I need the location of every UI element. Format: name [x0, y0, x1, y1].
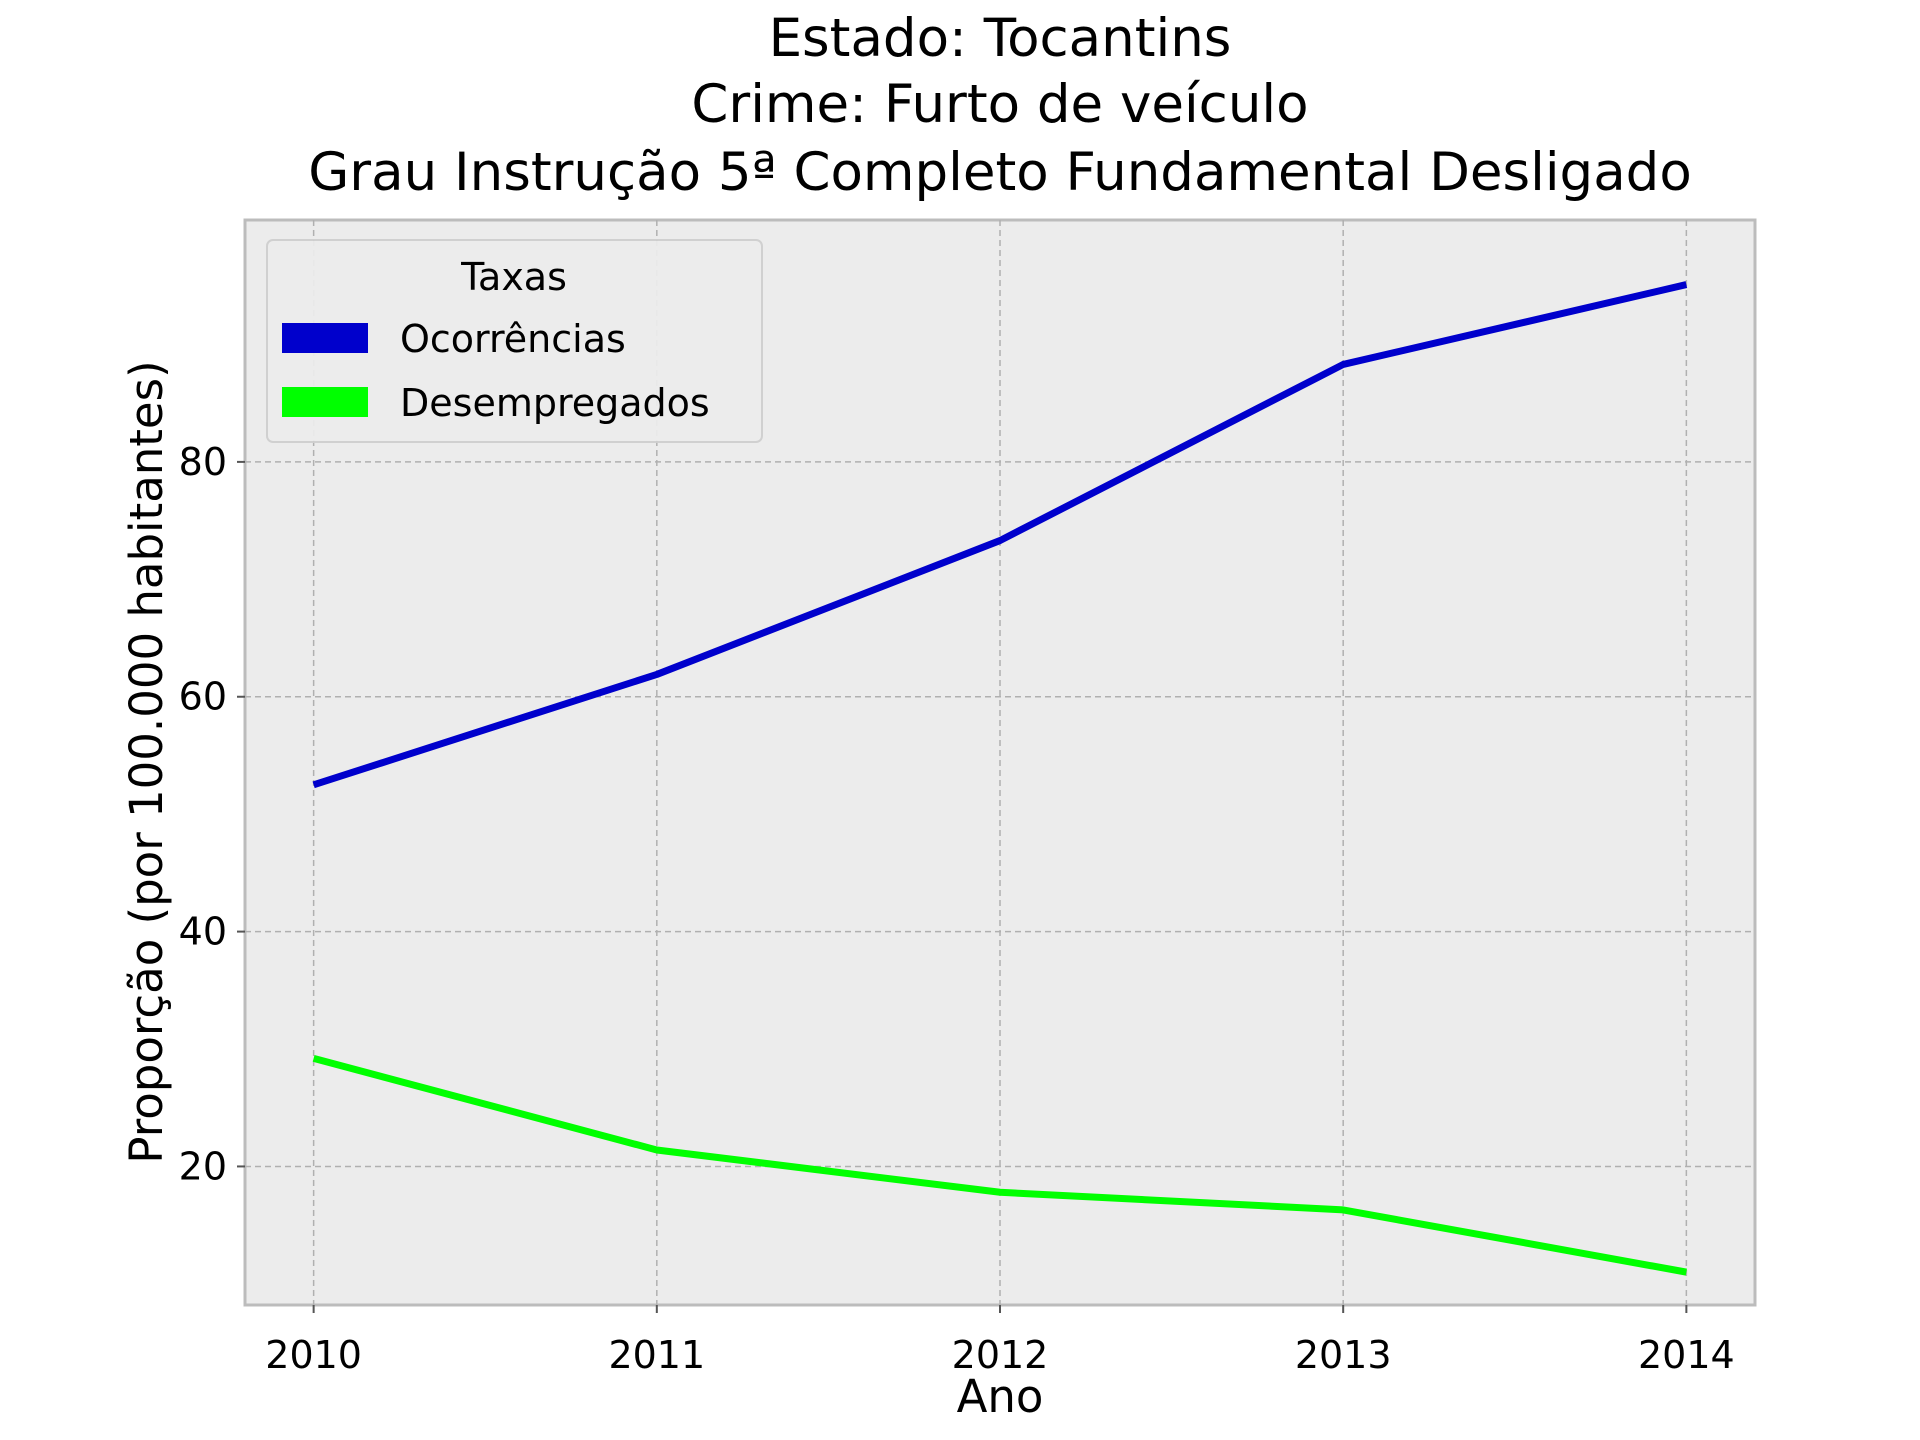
y-tick-label: 60 — [179, 675, 227, 719]
x-tick-label: 2013 — [1295, 1333, 1392, 1377]
legend-box — [266, 239, 763, 443]
series-lines — [312, 281, 1688, 1276]
series-line-desempregados — [312, 1055, 1687, 1276]
x-axis-label: Ano — [957, 1370, 1044, 1423]
legend: Taxas Ocorrências Desempregados — [266, 239, 763, 443]
x-tick-label: 2010 — [265, 1333, 362, 1377]
x-axis-ticks: 2010 2011 2012 2013 2014 — [265, 1305, 1735, 1377]
y-tick-label: 80 — [179, 440, 227, 484]
chart-title-line-2: Crime: Furto de veículo — [691, 74, 1308, 135]
x-tick-label: 2012 — [952, 1333, 1049, 1377]
legend-title: Taxas — [460, 255, 567, 299]
legend-label-desempregados: Desempregados — [400, 381, 710, 425]
y-axis-ticks: 20 40 60 80 — [179, 440, 245, 1188]
x-tick-label: 2014 — [1638, 1333, 1735, 1377]
y-axis-label: Proporção (por 100.000 habitantes) — [120, 360, 173, 1163]
legend-swatch-desempregados — [282, 387, 368, 417]
legend-swatch-ocorrencias — [282, 323, 368, 353]
y-tick-label: 40 — [179, 910, 227, 954]
chart-title-line-3: Grau Instrução 5ª Completo Fundamental D… — [308, 142, 1692, 203]
chart-title-line-1: Estado: Tocantins — [769, 8, 1232, 69]
legend-label-ocorrencias: Ocorrências — [400, 317, 626, 361]
x-tick-label: 2011 — [608, 1333, 705, 1377]
series-line-ocorrencias — [312, 281, 1688, 789]
y-tick-label: 20 — [179, 1144, 227, 1188]
